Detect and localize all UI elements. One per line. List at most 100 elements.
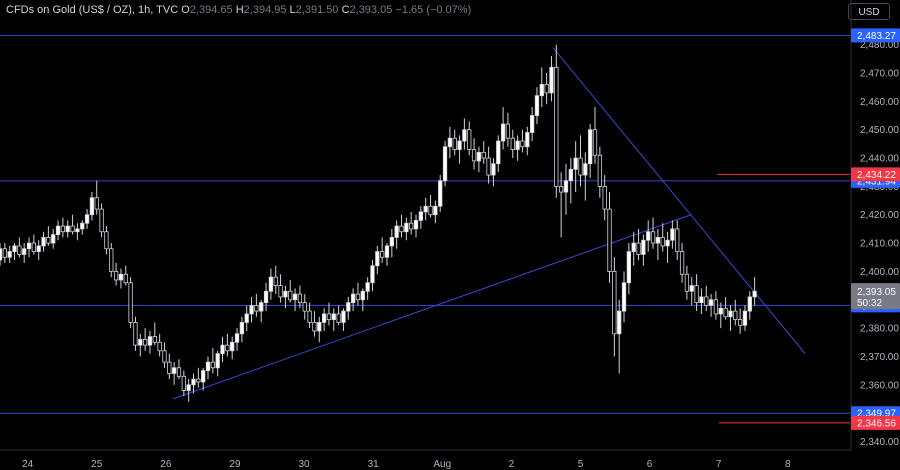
x-tick-label: 31 (368, 459, 380, 470)
candle-body (331, 313, 336, 321)
candle-body (196, 378, 201, 383)
candle-body (89, 197, 95, 216)
candle-body (220, 344, 225, 355)
candle-body (742, 310, 748, 326)
candle-body (505, 123, 511, 139)
candle-body (205, 361, 211, 372)
candle-body (641, 239, 646, 255)
candle-body (365, 282, 370, 292)
candle-body (123, 273, 128, 284)
candle-body (679, 251, 685, 275)
candle-body (46, 237, 51, 244)
candle-body (476, 151, 482, 162)
candle-body (491, 163, 496, 176)
candle-body (404, 222, 409, 233)
y-tick-label: 2,470.00 (860, 69, 899, 80)
candle-body (413, 220, 419, 230)
candle-body (138, 339, 143, 346)
candle-body (80, 222, 85, 230)
candle-body (75, 228, 80, 233)
candle-body (215, 353, 220, 369)
candle-body (418, 211, 423, 221)
candle-body (607, 208, 612, 272)
candle-body (31, 242, 37, 252)
candle-body (621, 282, 627, 312)
candle-body (486, 157, 491, 176)
candle-body (500, 123, 506, 142)
candle-body (12, 245, 17, 252)
candle-body (389, 237, 394, 247)
y-tick-label: 2,410.00 (860, 239, 899, 250)
candle-body (157, 341, 162, 352)
candle-body (481, 151, 486, 159)
y-tick-label: 2,380.00 (860, 324, 899, 335)
candle-body (84, 214, 90, 224)
candle-body (723, 307, 728, 318)
y-tick-label: 2,370.00 (860, 352, 899, 363)
candle-body (317, 322, 322, 332)
candle-body (675, 228, 680, 252)
candle-body (636, 242, 641, 255)
candle-body (201, 370, 206, 383)
candle-body (292, 293, 298, 301)
price-scale[interactable] (851, 0, 900, 470)
level-badge-label: 2,483.27 (857, 31, 896, 42)
candle-body (109, 248, 114, 272)
candle-body (394, 225, 399, 238)
candle-body (496, 140, 501, 165)
candle-body (718, 307, 723, 315)
y-tick-label: 2,450.00 (860, 125, 899, 136)
candle-body (249, 305, 254, 315)
candle-body (225, 344, 230, 352)
candle-body (162, 350, 167, 363)
y-tick-label: 2,460.00 (860, 97, 899, 108)
candle-body (142, 339, 148, 346)
red-level-badge-label: 2,434.22 (857, 170, 896, 181)
level-badge-bg (851, 28, 900, 43)
candle-body (302, 302, 307, 312)
x-tick-label: 8 (785, 459, 791, 470)
candle-body (752, 290, 757, 298)
candle-body (104, 231, 109, 250)
candle-body (360, 290, 365, 301)
candle-body (380, 251, 385, 258)
candle-body (713, 299, 719, 315)
candle-body (733, 310, 738, 321)
currency-button[interactable]: USD (848, 3, 890, 20)
candle-body (26, 242, 32, 250)
x-tick-label: 7 (716, 459, 722, 470)
candle-body (462, 129, 467, 142)
candle-body (568, 168, 573, 182)
x-tick-label: 2 (509, 459, 515, 470)
candle-body (747, 296, 752, 312)
candle-body (549, 66, 554, 94)
candle-body (578, 157, 583, 176)
open-value: 2,394.65 (189, 4, 233, 16)
close-label: C (341, 4, 350, 16)
candle-body (694, 285, 699, 304)
candle-body (283, 290, 288, 298)
candle-body (597, 154, 602, 187)
candle-body (612, 271, 617, 335)
candle-body (728, 310, 733, 318)
candle-body (631, 242, 636, 252)
candle-body (263, 290, 269, 304)
candle-body (520, 140, 525, 148)
candle-body (2, 248, 7, 258)
candle-body (525, 132, 530, 148)
x-tick-label: 5 (578, 459, 584, 470)
candle-body (55, 225, 61, 235)
candle-body (588, 129, 593, 165)
low-label: L (289, 4, 296, 16)
candle-body (684, 273, 690, 292)
candle-body (36, 245, 41, 252)
x-tick-label: Aug (433, 459, 451, 470)
candle-body (433, 205, 438, 216)
candle-body (176, 367, 182, 377)
red-level-badge-bg (851, 167, 900, 182)
trendline (552, 47, 806, 354)
y-tick-label: 2,340.00 (860, 437, 899, 448)
x-tick-label: 29 (229, 459, 241, 470)
